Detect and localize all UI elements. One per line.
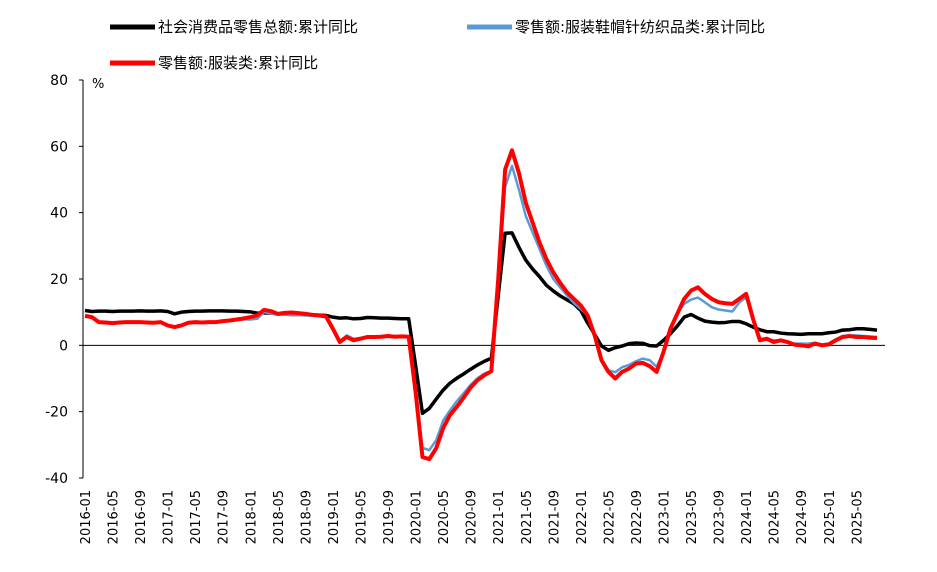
- x-tick-label: 2019-01: [327, 490, 342, 544]
- legend-label: 零售额:服装类:累计同比: [158, 54, 318, 72]
- series-line: [84, 164, 878, 452]
- x-tick-label: 2016-05: [107, 490, 122, 544]
- y-unit: %: [92, 77, 104, 92]
- legend-label: 零售额:服装鞋帽针纺织品类:累计同比: [515, 18, 765, 36]
- series-line: [84, 231, 878, 416]
- x-tick-label: 2017-01: [162, 490, 177, 544]
- x-tick-label: 2021-01: [492, 490, 507, 544]
- x-tick-label: 2017-05: [189, 490, 204, 544]
- x-tick-label: 2025-05: [850, 490, 865, 544]
- x-tick-label: 2019-05: [354, 490, 369, 544]
- y-tick-label: -40: [45, 471, 68, 487]
- x-tick-label: 2018-01: [244, 490, 259, 544]
- y-tick-label: 60: [50, 139, 68, 155]
- x-tick-label: 2021-05: [520, 490, 535, 544]
- x-tick-label: 2016-09: [134, 490, 149, 544]
- x-tick-label: 2018-05: [272, 490, 287, 544]
- x-tick-label: 2018-09: [299, 490, 314, 544]
- y-tick-label: 80: [50, 73, 68, 89]
- x-tick-label: 2025-01: [823, 490, 838, 544]
- y-tick-label: 20: [50, 272, 68, 288]
- x-tick-label: 2024-09: [795, 490, 810, 544]
- x-tick-label: 2024-01: [740, 490, 755, 544]
- series-line: [84, 148, 878, 462]
- x-tick-label: 2022-01: [575, 490, 590, 544]
- x-tick-label: 2023-01: [658, 490, 673, 544]
- x-tick-label: 2023-05: [685, 490, 700, 544]
- x-tick-label: 2016-01: [79, 490, 94, 544]
- x-tick-label: 2020-05: [437, 490, 452, 544]
- y-tick-label: 0: [59, 338, 68, 354]
- x-tick-label: 2024-05: [768, 490, 783, 544]
- y-tick-label: 40: [50, 206, 68, 222]
- x-tick-label: 2020-01: [410, 490, 425, 544]
- x-tick-label: 2019-09: [382, 490, 397, 544]
- y-tick-label: -20: [45, 405, 68, 421]
- x-tick-label: 2022-05: [602, 490, 617, 544]
- x-tick-label: 2020-09: [465, 490, 480, 544]
- x-tick-label: 2017-09: [217, 490, 232, 544]
- x-tick-label: 2022-09: [630, 490, 645, 544]
- x-tick-label: 2021-09: [547, 490, 562, 544]
- x-tick-label: 2023-09: [713, 490, 728, 544]
- legend-label: 社会消费品零售总额:累计同比: [158, 18, 358, 36]
